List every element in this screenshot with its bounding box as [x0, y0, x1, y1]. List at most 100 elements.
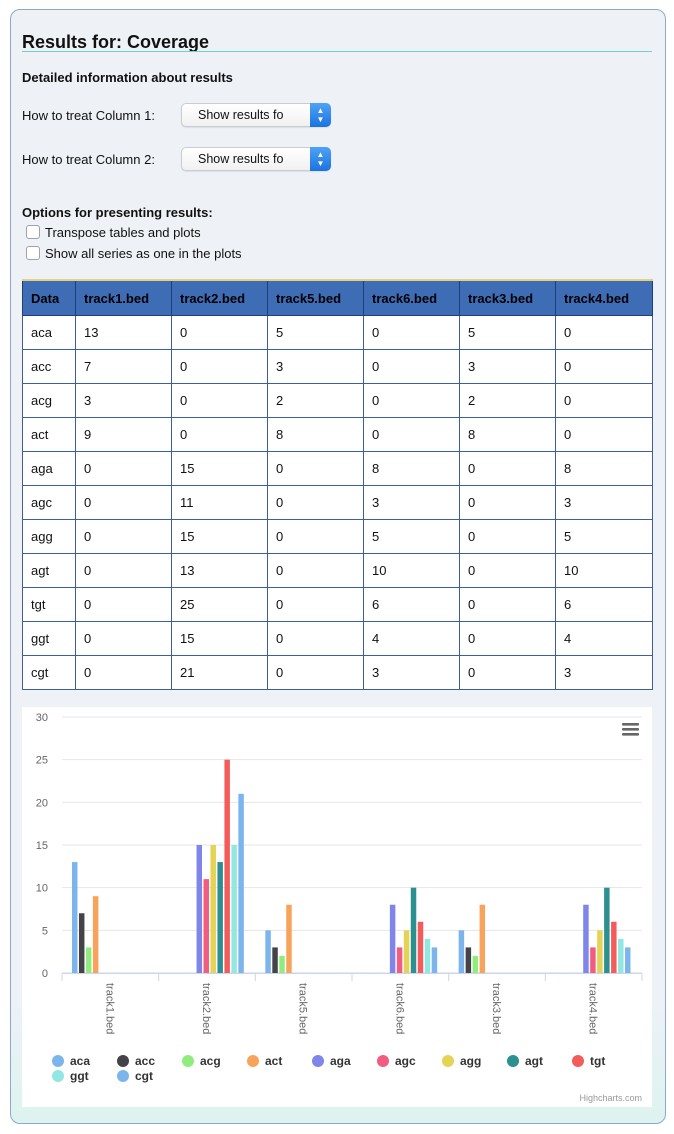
table-cell: 0	[75, 621, 172, 656]
column2-label: How to treat Column 2:	[22, 152, 155, 167]
select-arrows-icon: ▲ ▼	[310, 103, 331, 127]
table-cell: 5	[459, 315, 556, 350]
bar	[431, 947, 438, 973]
table-cell: 8	[363, 451, 460, 486]
table-cell: 4	[363, 621, 460, 656]
table-cell: 0	[171, 349, 268, 384]
column2-select-value: Show results fo	[198, 152, 284, 166]
table-cell: acc	[22, 349, 76, 384]
legend-item: act	[265, 1054, 282, 1068]
table-cell: 0	[75, 451, 172, 486]
transpose-checkbox[interactable]	[26, 225, 40, 239]
bar	[597, 930, 603, 973]
table-cell: 3	[75, 383, 172, 418]
table-cell: 0	[171, 315, 268, 350]
table-cell: 0	[363, 315, 460, 350]
legend-item: tgt	[590, 1054, 605, 1068]
table-cell: 0	[171, 417, 268, 452]
x-tick-label: track4.bed	[587, 983, 599, 1034]
legend-marker	[312, 1055, 324, 1067]
bar	[618, 938, 624, 973]
bar	[196, 845, 203, 973]
table-cell: 10	[555, 553, 653, 588]
coverage-chart: 0 5 10 15 20 25 30 track1.bed track2.bed track5.b…	[22, 707, 652, 1107]
table-cell: 8	[459, 417, 556, 452]
bar	[458, 930, 465, 973]
table-row: agt 0 13 0 10 0 10	[22, 553, 653, 588]
bar	[265, 930, 271, 973]
table-cell: 0	[75, 587, 172, 622]
legend-marker	[52, 1055, 64, 1067]
legend-item: aca	[70, 1054, 90, 1068]
table-cell: 25	[171, 587, 268, 622]
legend-marker	[117, 1055, 129, 1067]
bar	[479, 904, 486, 973]
bar	[396, 947, 403, 973]
legend-item: aga	[330, 1054, 351, 1068]
column-header: track4.bed	[555, 279, 653, 316]
table-cell: 0	[459, 451, 556, 486]
bar	[604, 887, 610, 973]
legend-marker	[247, 1055, 259, 1067]
table-cell: agt	[22, 553, 76, 588]
table-cell: 0	[75, 519, 172, 554]
bar	[389, 904, 396, 973]
table-cell: 0	[267, 621, 364, 656]
y-tick-label: 0	[42, 968, 48, 980]
bar	[231, 845, 237, 973]
table-cell: 0	[363, 349, 460, 384]
table-cell: 0	[459, 553, 556, 588]
bar	[465, 947, 472, 973]
bar	[625, 947, 631, 973]
table-cell: 3	[555, 655, 653, 690]
legend-marker	[377, 1055, 389, 1067]
column1-select[interactable]: Show results fo ▲ ▼	[181, 103, 331, 127]
table-cell: 21	[171, 655, 268, 690]
column-header: track6.bed	[363, 279, 460, 316]
legend-marker	[117, 1070, 129, 1082]
bar	[92, 896, 99, 973]
legend-item: cgt	[135, 1069, 153, 1083]
transpose-label: Transpose tables and plots	[45, 225, 201, 240]
table-cell: 7	[75, 349, 172, 384]
table-cell: agc	[22, 485, 76, 520]
x-tick-label: track5.bed	[297, 983, 309, 1034]
table-cell: 0	[75, 553, 172, 588]
bar	[272, 947, 278, 973]
table-cell: 0	[459, 587, 556, 622]
bar	[583, 904, 589, 973]
table-cell: tgt	[22, 587, 76, 622]
legend-item: ggt	[70, 1069, 89, 1083]
single-series-label: Show all series as one in the plots	[45, 246, 242, 261]
table-cell: 2	[267, 383, 364, 418]
table-cell: 0	[555, 315, 653, 350]
table-cell: 0	[267, 451, 364, 486]
table-cell: 0	[459, 485, 556, 520]
bar	[403, 930, 410, 973]
table-cell: 2	[459, 383, 556, 418]
table-cell: 0	[75, 655, 172, 690]
column-header: track2.bed	[171, 279, 268, 316]
table-cell: 3	[267, 349, 364, 384]
column2-select[interactable]: Show results fo ▲ ▼	[181, 147, 331, 171]
table-row: ggt 0 15 0 4 0 4	[22, 621, 653, 656]
table-cell: 6	[555, 587, 653, 622]
table-cell: 11	[171, 485, 268, 520]
single-series-checkbox[interactable]	[26, 246, 40, 260]
table-cell: 5	[267, 315, 364, 350]
hamburger-menu-icon	[622, 723, 639, 726]
bar	[424, 938, 431, 973]
table-cell: 0	[555, 349, 653, 384]
table-cell: acg	[22, 383, 76, 418]
table-cell: 10	[363, 553, 460, 588]
table-row: acg 3 0 2 0 2 0	[22, 383, 653, 418]
x-tick-label: track2.bed	[200, 983, 212, 1034]
chart-credit[interactable]: Highcharts.com	[579, 1093, 642, 1103]
column-header: track5.bed	[267, 279, 364, 316]
y-tick-label: 25	[36, 755, 48, 767]
table-row: agc 0 11 0 3 0 3	[22, 485, 653, 520]
select-arrows-icon: ▲ ▼	[310, 147, 331, 171]
legend-item: agg	[460, 1054, 481, 1068]
options-title: Options for presenting results:	[22, 205, 213, 220]
bar	[217, 862, 223, 973]
